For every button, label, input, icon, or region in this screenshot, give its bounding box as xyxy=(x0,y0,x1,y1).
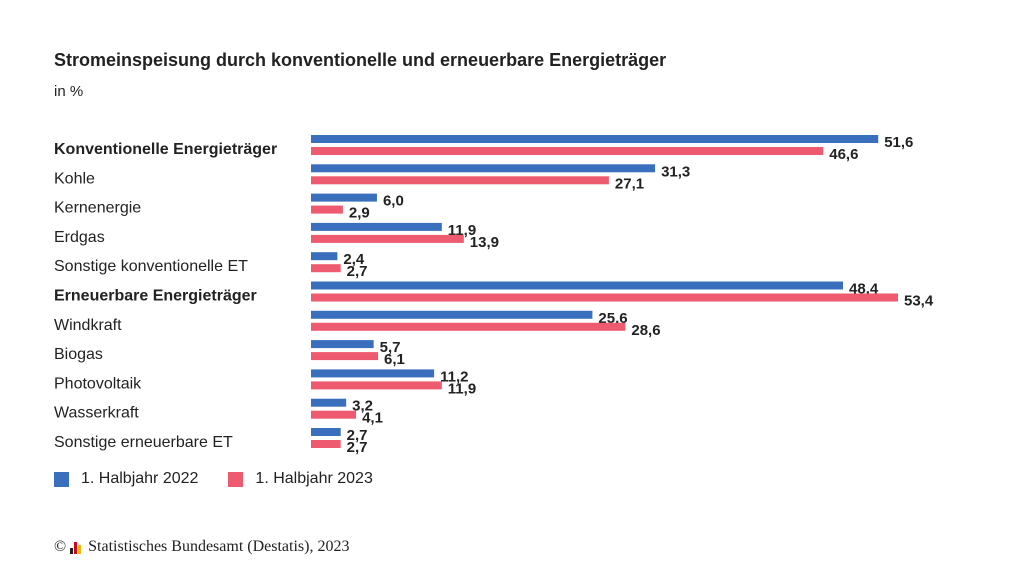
bar-sonstige-konventionelle-et-1-halbjahr-2023 xyxy=(311,264,341,273)
value-label-kernenergie-1-halbjahr-2022: 6,0 xyxy=(383,193,404,210)
value-label-biogas-1-halbjahr-2023: 6,1 xyxy=(384,351,405,368)
legend-swatch-2022 xyxy=(54,471,69,487)
bar-kernenergie-1-halbjahr-2023 xyxy=(311,205,343,214)
bar-biogas-1-halbjahr-2023 xyxy=(311,352,379,361)
bar-kohle-1-halbjahr-2022 xyxy=(311,164,656,173)
destatis-logo-icon xyxy=(70,540,82,554)
category-label-konventionelle-energietr-ger: Konventionelle Energieträger xyxy=(54,141,277,158)
source-note: © Statistisches Bundesamt (Destatis), 20… xyxy=(54,538,349,556)
legend-item-2022: 1. Halbjahr 2022 xyxy=(54,470,198,488)
value-label-sonstige-konventionelle-et-1-halbjahr-2022: 2,4 xyxy=(343,251,365,268)
bar-erneuerbare-energietr-ger-1-halbjahr-2023 xyxy=(311,293,898,302)
value-label-biogas-1-halbjahr-2022: 5,7 xyxy=(380,339,401,356)
bar-erneuerbare-energietr-ger-1-halbjahr-2022 xyxy=(311,281,844,290)
value-label-sonstige-erneuerbare-et-1-halbjahr-2023: 2,7 xyxy=(347,439,368,456)
bar-kernenergie-1-halbjahr-2022 xyxy=(311,193,377,202)
bar-konventionelle-energietr-ger-1-halbjahr-2022 xyxy=(311,135,879,143)
bar-windkraft-1-halbjahr-2022 xyxy=(311,310,593,319)
bar-windkraft-1-halbjahr-2023 xyxy=(311,322,626,331)
category-label-photovoltaik: Photovoltaik xyxy=(54,375,142,392)
value-label-kohle-1-halbjahr-2023: 27,1 xyxy=(615,175,644,192)
value-label-photovoltaik-1-halbjahr-2023: 11,9 xyxy=(448,380,476,397)
category-label-sonstige-erneuerbare-et: Sonstige erneuerbare ET xyxy=(54,434,233,451)
bar-chart: Konventionelle Energieträger 51,6 46,6 Kohl… xyxy=(54,134,934,456)
value-label-erneuerbare-energietr-ger-1-halbjahr-2022: 48,4 xyxy=(849,281,879,298)
bar-photovoltaik-1-halbjahr-2022 xyxy=(311,369,435,378)
value-label-konventionelle-energietr-ger-1-halbjahr-2023: 46,6 xyxy=(829,146,858,163)
value-label-erdgas-1-halbjahr-2023: 13,9 xyxy=(470,234,499,251)
bar-konventionelle-energietr-ger-1-halbjahr-2023 xyxy=(311,147,824,155)
category-label-sonstige-konventionelle-et: Sonstige konventionelle ET xyxy=(54,258,248,275)
value-label-sonstige-konventionelle-et-1-halbjahr-2023: 2,7 xyxy=(347,263,368,280)
category-label-wasserkraft: Wasserkraft xyxy=(54,405,139,422)
legend-swatch-2023 xyxy=(228,471,244,487)
copyright-symbol: © xyxy=(54,538,67,555)
category-label-biogas: Biogas xyxy=(54,346,103,363)
bar-kohle-1-halbjahr-2023 xyxy=(311,176,609,185)
bar-erdgas-1-halbjahr-2023 xyxy=(311,234,464,243)
bar-sonstige-erneuerbare-et-1-halbjahr-2023 xyxy=(311,440,341,448)
category-label-erneuerbare-energietr-ger: Erneuerbare Energieträger xyxy=(54,288,257,305)
category-label-erdgas: Erdgas xyxy=(54,229,105,246)
legend-item-2023: 1. Halbjahr 2023 xyxy=(228,470,373,488)
bar-wasserkraft-1-halbjahr-2022 xyxy=(311,398,347,407)
value-label-erneuerbare-energietr-ger-1-halbjahr-2023: 53,4 xyxy=(904,293,934,310)
bar-wasserkraft-1-halbjahr-2023 xyxy=(311,410,357,419)
value-label-wasserkraft-1-halbjahr-2023: 4,1 xyxy=(362,410,383,427)
value-label-konventionelle-energietr-ger-1-halbjahr-2022: 51,6 xyxy=(884,134,913,151)
value-label-kohle-1-halbjahr-2022: 31,3 xyxy=(661,163,690,180)
value-label-erdgas-1-halbjahr-2022: 11,9 xyxy=(448,222,476,239)
value-label-sonstige-erneuerbare-et-1-halbjahr-2022: 2,7 xyxy=(347,427,368,444)
chart-subtitle: in % xyxy=(54,83,84,100)
value-label-kernenergie-1-halbjahr-2023: 2,9 xyxy=(349,205,370,222)
source-text: Statistisches Bundesamt (Destatis), 2023 xyxy=(88,538,350,555)
value-label-windkraft-1-halbjahr-2023: 28,6 xyxy=(631,322,660,339)
value-label-wasserkraft-1-halbjahr-2022: 3,2 xyxy=(352,398,373,415)
bar-biogas-1-halbjahr-2022 xyxy=(311,340,374,349)
legend: 1. Halbjahr 2022 1. Halbjahr 2023 xyxy=(54,470,403,488)
bar-erdgas-1-halbjahr-2022 xyxy=(311,222,442,231)
bar-sonstige-konventionelle-et-1-halbjahr-2022 xyxy=(311,252,338,261)
category-label-kohle: Kohle xyxy=(54,170,95,187)
category-label-windkraft: Windkraft xyxy=(54,317,122,334)
chart-title: Stromeinspeisung durch konventionelle un… xyxy=(54,50,667,70)
bar-photovoltaik-1-halbjahr-2023 xyxy=(311,381,442,390)
legend-label-2023: 1. Halbjahr 2023 xyxy=(255,470,373,487)
legend-label-2022: 1. Halbjahr 2022 xyxy=(81,470,199,487)
category-label-kernenergie: Kernenergie xyxy=(54,200,141,217)
bar-sonstige-erneuerbare-et-1-halbjahr-2022 xyxy=(311,428,341,436)
value-label-windkraft-1-halbjahr-2022: 25,6 xyxy=(598,310,627,327)
value-label-photovoltaik-1-halbjahr-2022: 11,2 xyxy=(440,368,468,385)
